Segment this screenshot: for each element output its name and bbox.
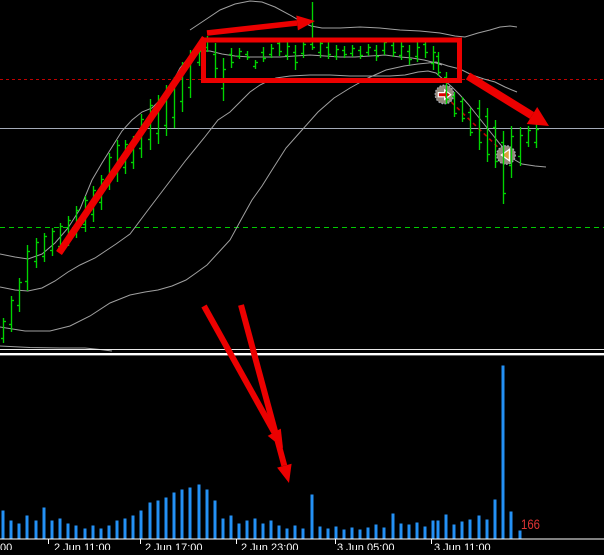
svg-text:3 Jun 05:00: 3 Jun 05:00 xyxy=(337,542,395,550)
svg-text:166: 166 xyxy=(521,516,540,532)
svg-text:3 Jun 11:00: 3 Jun 11:00 xyxy=(434,542,491,550)
svg-text:2 Jun 11:00: 2 Jun 11:00 xyxy=(54,542,111,550)
svg-text:00: 00 xyxy=(0,542,12,550)
svg-text:2 Jun 17:00: 2 Jun 17:00 xyxy=(145,542,203,550)
svg-text:2 Jun 23:00: 2 Jun 23:00 xyxy=(241,542,299,550)
